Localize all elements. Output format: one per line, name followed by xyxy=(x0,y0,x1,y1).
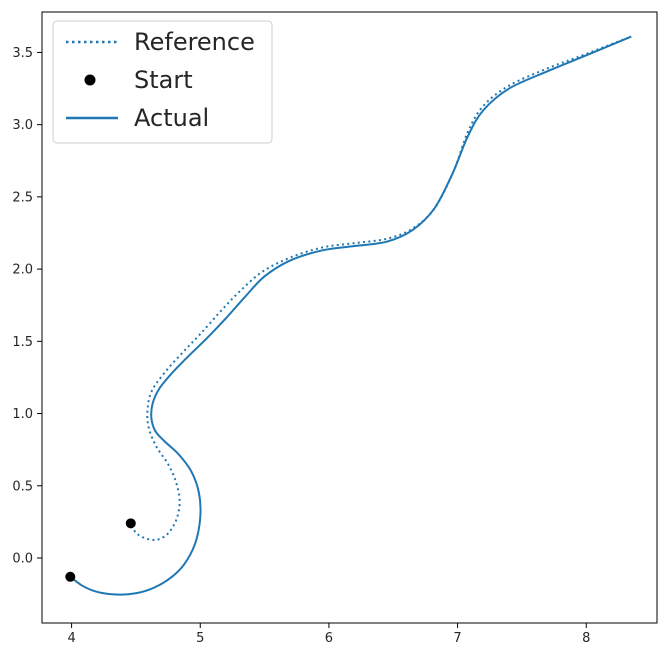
y-tick-label: 1.5 xyxy=(12,335,33,350)
legend: Reference Start Actual xyxy=(52,20,273,144)
reference-series-line xyxy=(130,35,632,541)
plot-data-layer xyxy=(65,35,632,596)
x-tick-label: 8 xyxy=(582,631,590,646)
plot-frame xyxy=(41,11,658,624)
x-tick-label: 4 xyxy=(67,631,75,646)
start-point-2 xyxy=(65,571,76,582)
x-tick-label: 6 xyxy=(325,631,333,646)
legend-reference-label: Reference xyxy=(134,28,255,56)
axis-layer: 4 5 6 7 8 0.0 0.5 1.0 1.5 2.0 2.5 3.0 3.5 xyxy=(12,46,590,646)
x-tick-label: 7 xyxy=(453,631,461,646)
legend-start-swatch xyxy=(84,74,96,86)
legend-box xyxy=(52,20,273,144)
y-tick-label: 3.0 xyxy=(12,118,33,133)
start-point-1 xyxy=(125,518,136,529)
y-tick-label: 3.5 xyxy=(12,46,33,61)
x-tick-label: 5 xyxy=(196,631,204,646)
actual-series-line xyxy=(69,35,632,596)
y-tick-label: 0.0 xyxy=(12,552,33,567)
y-tick-label: 1.0 xyxy=(12,407,33,422)
y-tick-label: 2.5 xyxy=(12,190,33,205)
legend-actual-label: Actual xyxy=(134,104,209,132)
y-tick-label: 2.0 xyxy=(12,263,33,278)
legend-start-label: Start xyxy=(134,66,193,94)
y-tick-label: 0.5 xyxy=(12,479,33,494)
